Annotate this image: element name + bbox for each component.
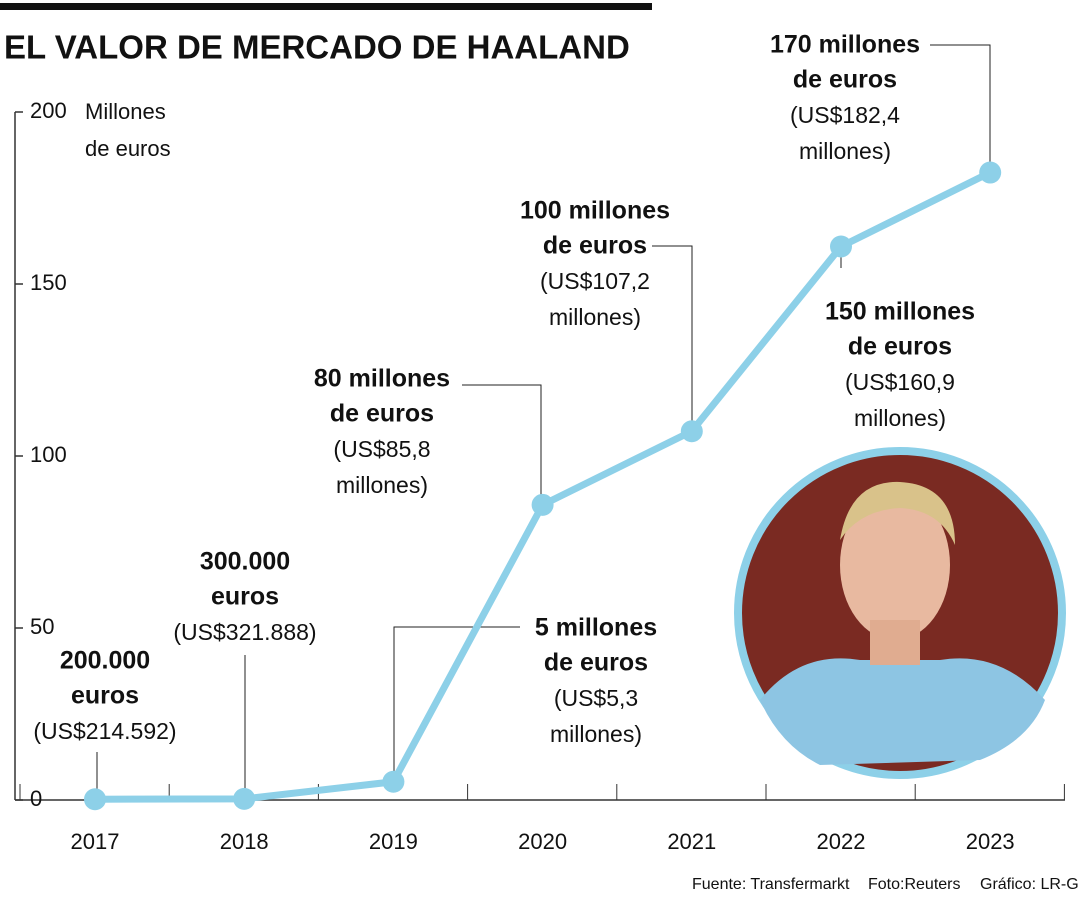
annotation-detail: (US$214.592) [33,718,176,744]
annotation-title: 80 millones [314,365,450,393]
annotation-detail: millones) [854,405,946,431]
annotation-title: 200.000 [60,647,150,675]
annotation-detail: (US$107,2 [540,268,650,294]
leader-line [393,626,520,783]
x-tick-label: 2021 [667,829,716,854]
annotation-title: euros [71,682,139,710]
annotation-title: 300.000 [200,548,290,576]
chart-title: EL VALOR DE MERCADO DE HAALAND [4,29,630,66]
annotation-title: 5 millones [535,614,657,642]
x-tick-label: 2022 [817,829,866,854]
annotation-title: euros [211,583,279,611]
player-photo [734,447,1066,779]
point [84,788,106,811]
annotation-title: 100 millones [520,197,670,225]
annotation-title: 150 millones [825,298,975,326]
footer-text: Fuente: Transfermarkt [692,876,850,893]
leader-line [462,384,542,506]
point [382,770,405,793]
annotation-title: de euros [793,66,897,94]
annotation-detail: (US$321.888) [173,619,316,645]
annotation-detail: millones) [550,721,642,747]
y-tick-label: 0 [30,786,42,811]
point [830,235,852,258]
y-tick-label: 100 [30,442,67,467]
point [680,420,703,443]
point [979,161,1002,184]
annotation-detail: (US$85,8 [333,436,430,462]
leader-line [652,245,693,432]
point [531,493,554,516]
x-tick-label: 2017 [71,829,120,854]
title-bar [0,3,652,10]
annotation-title: 170 millones [770,31,920,59]
annotation-detail: (US$5,3 [554,685,638,711]
annotation-detail: millones) [336,472,428,498]
annotation-detail: millones) [549,304,641,330]
y-tick-label: 200 [30,98,67,123]
y-tick-label: 150 [30,270,67,295]
point [233,787,256,810]
footer-text: Gráfico: LR-GR [980,876,1080,893]
x-tick-label: 2020 [518,829,567,854]
annotation-detail: millones) [799,138,891,164]
annotation-title: de euros [848,333,952,361]
y-axis-label: de euros [85,136,171,161]
leader-line [930,44,991,172]
annotation-title: de euros [544,649,648,677]
y-axis-label: Millones [85,99,166,124]
x-tick-label: 2018 [220,829,269,854]
annotation-detail: (US$160,9 [845,369,955,395]
x-tick-label: 2023 [966,829,1015,854]
y-tick-label: 50 [30,614,54,639]
annotation-title: de euros [543,232,647,260]
annotation-title: de euros [330,400,434,428]
footer-text: Foto:Reuters [868,876,960,893]
x-tick-label: 2019 [369,829,418,854]
annotation-detail: (US$182,4 [790,102,900,128]
